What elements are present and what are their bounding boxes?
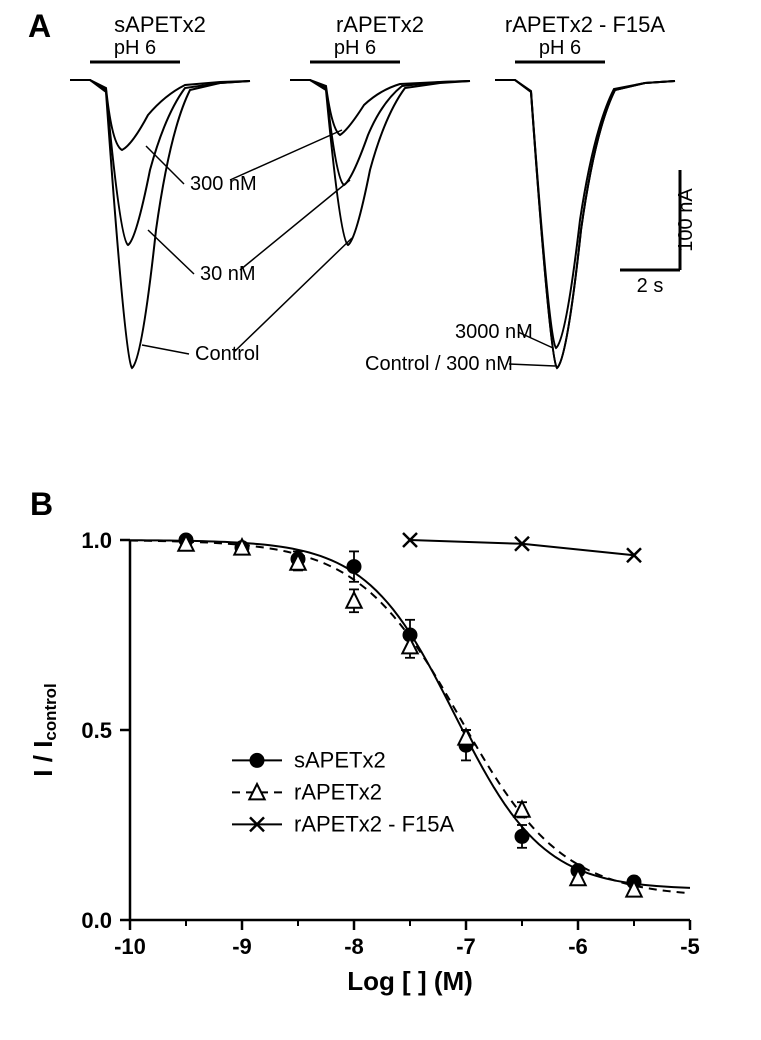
label-connector: [148, 230, 194, 274]
legend-label: rAPETx2: [294, 779, 382, 804]
trace-title: sAPETx2: [114, 12, 206, 37]
concentration-label: Control: [195, 343, 259, 365]
trace-title: rAPETx2 - F15A: [505, 12, 665, 37]
legend-label: sAPETx2: [294, 747, 386, 772]
concentration-label: 30 nM: [200, 263, 256, 285]
y-tick-label: 0.5: [81, 718, 112, 743]
ph-label: pH 6: [539, 37, 581, 59]
ph-label: pH 6: [334, 37, 376, 59]
current-trace: [495, 80, 675, 348]
scalebar-y-label: 100 nA: [675, 188, 697, 252]
x-tick-label: -6: [568, 934, 588, 959]
current-trace: [290, 80, 470, 245]
current-trace: [70, 80, 250, 368]
current-trace: [70, 80, 250, 245]
concentration-label: 300 nM: [190, 173, 257, 195]
concentration-label: 3000 nM: [455, 321, 533, 343]
current-trace: [290, 80, 470, 185]
x-tick-label: -7: [456, 934, 476, 959]
legend-label: rAPETx2 - F15A: [294, 811, 454, 836]
y-tick-label: 1.0: [81, 528, 112, 553]
panel-a-traces: sAPETx2pH 6300 nM30 nMControlrAPETx2pH 6…: [0, 0, 761, 420]
panel-b-chart: -10 -9 -8 -7 -6 -5 0.0 0.5 1.0 Log [ ] (M) I / Ico…: [0, 500, 761, 1040]
data-marker: [514, 801, 529, 816]
x-tick-label: -5: [680, 934, 700, 959]
label-connector: [142, 345, 189, 354]
x-tick-label: -9: [232, 934, 252, 959]
legend: sAPETx2 rAPETx2 rAPETx2 - F15A: [232, 747, 454, 836]
x-tick-label: -8: [344, 934, 364, 959]
scalebar-x-label: 2 s: [637, 275, 664, 297]
x-axis-label: Log [ ] (M): [347, 966, 473, 996]
label-connector: [234, 238, 352, 352]
fit-curve: [130, 541, 690, 894]
x-tick-label: -10: [114, 934, 146, 959]
concentration-label: Control / 300 nM: [365, 353, 513, 375]
data-marker: [515, 829, 529, 843]
data-marker: [347, 560, 361, 574]
data-marker: [346, 592, 361, 607]
current-trace: [290, 80, 470, 135]
y-axis-label: I / Icontrol: [28, 683, 60, 776]
label-connector: [230, 130, 342, 180]
label-connector: [509, 364, 555, 366]
ph-label: pH 6: [114, 37, 156, 59]
data-marker: [458, 729, 473, 744]
y-tick-label: 0.0: [81, 908, 112, 933]
trace-title: rAPETx2: [336, 12, 424, 37]
